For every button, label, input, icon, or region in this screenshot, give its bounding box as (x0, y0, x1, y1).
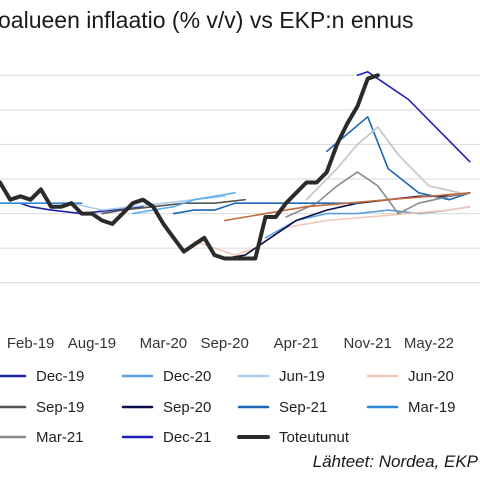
legend-label: Sep-20 (163, 399, 211, 416)
series-line-sep-19 (101, 198, 246, 215)
series-line-mar-21 (285, 171, 471, 218)
x-tick-label: May-22 (404, 335, 454, 352)
series-line-unlabeled-10 (172, 202, 359, 215)
legend-label: Dec-19 (36, 368, 84, 385)
series-line-unlabeled-13 (223, 192, 471, 222)
x-tick-label: Apr-21 (274, 335, 319, 352)
legend-label: Mar-21 (36, 429, 84, 446)
legend-label: Sep-19 (36, 399, 84, 416)
series-line-toteutunut (0, 73, 380, 261)
legend-item: Mar-21 (0, 429, 84, 446)
legend-item: Toteutunut (237, 429, 350, 446)
x-tick-label: Mar-20 (140, 335, 188, 352)
series-line-unlabeled-11 (132, 192, 236, 215)
source-note: Lähteet: Nordea, EKP (313, 452, 479, 471)
y-gridlines (0, 74, 480, 284)
x-tick-label: Aug-19 (68, 335, 116, 352)
legend-item: Sep-21 (237, 399, 327, 416)
legend-item: Dec-20 (121, 368, 211, 385)
series-line-sep-21 (325, 116, 471, 201)
legend-item: Jun-19 (237, 368, 325, 385)
legend-label: Mar-19 (408, 399, 456, 416)
legend-item: Dec-19 (0, 368, 84, 385)
series-line-unlabeled-12 (305, 126, 461, 201)
series-line-jun-20 (193, 205, 471, 256)
legend-label: Sep-21 (279, 399, 327, 416)
legend: Dec-19 Dec-20 Jun-19 Jun-20 Sep-19 Sep-20 Sep-… (0, 368, 456, 446)
legend-item: Sep-19 (0, 399, 84, 416)
x-tick-label: Nov-21 (343, 335, 391, 352)
x-tick-label: Feb-19 (7, 335, 55, 352)
legend-item: Mar-19 (366, 399, 456, 416)
legend-label: Toteutunut (279, 429, 350, 446)
legend-label: Jun-19 (279, 368, 325, 385)
legend-label: Jun-20 (408, 368, 454, 385)
chart-title: oalueen inflaatio (% v/v) vs EKP:n ennus (0, 7, 414, 33)
series-line-dec-19 (19, 202, 144, 215)
legend-item: Jun-20 (366, 368, 454, 385)
x-axis-ticks: Feb-19 Aug-19 Mar-20 Sep-20 Apr-21 Nov-21 May-… (7, 335, 454, 352)
series-lines (0, 71, 471, 261)
x-tick-label: Sep-20 (200, 335, 248, 352)
legend-label: Dec-21 (163, 429, 211, 446)
legend-label: Dec-20 (163, 368, 211, 385)
series-line-dec-21 (356, 71, 471, 163)
legend-item: Sep-20 (121, 399, 211, 416)
legend-item: Dec-21 (121, 429, 211, 446)
